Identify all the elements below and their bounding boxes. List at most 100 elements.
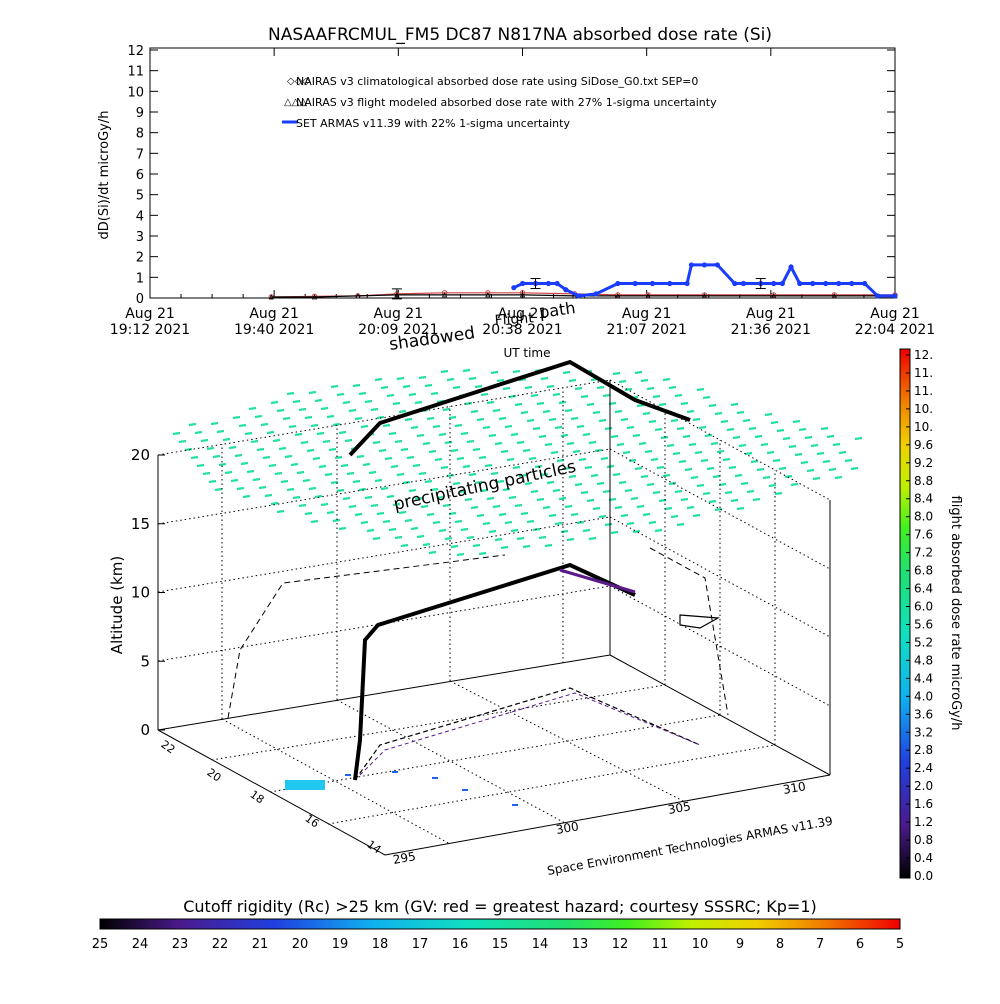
particle-mark	[432, 424, 441, 429]
particle-mark	[456, 552, 465, 557]
particle-mark	[708, 403, 717, 408]
particle-mark	[700, 458, 709, 463]
particle-mark	[394, 439, 403, 444]
particle-mark	[486, 496, 495, 501]
particle-mark	[352, 383, 361, 388]
particle-mark	[618, 480, 627, 485]
particle-mark	[804, 435, 813, 440]
particle-mark	[266, 430, 275, 435]
particle-mark	[230, 478, 239, 483]
flight-path-shadow-2	[359, 692, 701, 776]
flight-path-projection	[227, 554, 506, 719]
particle-mark	[626, 425, 635, 430]
particle-mark	[630, 496, 639, 501]
particle-mark	[542, 409, 551, 414]
particle-mark	[494, 537, 503, 542]
particle-mark	[444, 536, 453, 541]
particle-mark	[314, 398, 323, 403]
particle-mark	[462, 464, 471, 469]
particle-mark	[586, 402, 595, 407]
particle-mark	[408, 488, 417, 493]
particle-mark	[736, 410, 745, 415]
particle-mark	[562, 370, 571, 375]
series-point-armas	[849, 280, 855, 287]
cbb-tick-label: 24	[132, 937, 149, 952]
particle-mark	[520, 511, 529, 516]
particle-mark	[270, 400, 279, 405]
particle-mark	[354, 512, 363, 517]
particle-mark	[450, 448, 459, 453]
particle-mark	[366, 528, 375, 533]
particle-mark	[618, 379, 627, 384]
particle-mark	[834, 475, 843, 480]
particle-mark	[422, 441, 431, 446]
cbb-tick-label: 17	[412, 937, 429, 952]
particle-mark	[648, 520, 657, 525]
particle-mark	[424, 479, 433, 484]
particle-mark	[676, 522, 685, 527]
particle-mark	[820, 426, 829, 431]
particle-mark	[206, 446, 215, 451]
particle-mark	[362, 462, 371, 467]
series-point-sidose	[831, 292, 838, 298]
cbr-tick-label: 9.2	[914, 456, 933, 470]
particle-mark	[320, 502, 329, 507]
particle-mark	[240, 461, 249, 466]
colorbar-right-label: flight absorbed dose rate microGy/h	[948, 496, 963, 731]
particle-mark	[626, 521, 635, 526]
cbr-tick-label: 1.2	[914, 815, 933, 829]
particle-mark	[678, 459, 687, 464]
particle-mark	[568, 474, 577, 479]
cbb-tick-label: 20	[292, 937, 309, 952]
particle-mark	[828, 467, 837, 472]
series-point-armas	[823, 280, 829, 287]
particle-mark	[490, 370, 499, 375]
colorbar-bottom-ticks: 25 24 23 22 21 20 19 18 17 16 15 14 13 12 11 10 9 8 7 6 5	[92, 937, 904, 952]
particle-mark	[494, 441, 503, 446]
particle-mark	[516, 440, 525, 445]
legend-text-sidose: NAIRAS v3 climatological absorbed dose r…	[296, 75, 698, 88]
particle-mark	[724, 490, 733, 495]
flight-path-projection-right	[649, 547, 729, 716]
particle-mark	[252, 477, 261, 482]
particle-mark	[754, 434, 763, 439]
particle-mark	[520, 410, 529, 415]
particle-mark	[542, 505, 551, 510]
y-tick-label: 3	[136, 230, 144, 245]
particle-mark	[592, 506, 601, 511]
particle-mark	[604, 522, 613, 527]
particle-mark	[464, 497, 473, 502]
particle-mark	[326, 510, 335, 515]
particle-mark	[250, 439, 259, 444]
particle-mark	[516, 536, 525, 541]
cbb-tick-label: 22	[212, 937, 229, 952]
particle-mark	[404, 518, 413, 523]
particle-mark	[214, 487, 223, 492]
particle-mark	[330, 384, 339, 389]
particle-mark	[414, 496, 423, 501]
particle-mark	[238, 423, 247, 428]
particle-mark	[696, 483, 705, 488]
particle-mark	[596, 385, 605, 390]
particle-mark	[296, 470, 305, 475]
plot3d-credit: Space Environment Technologies ARMAS v11…	[546, 814, 834, 878]
series-point-armas	[810, 280, 816, 287]
particle-mark	[822, 459, 831, 464]
particle-mark	[216, 429, 225, 434]
y3-tick-label: 22	[159, 738, 178, 757]
particle-mark	[402, 480, 411, 485]
particle-mark	[532, 426, 541, 431]
cbb-tick-label: 12	[612, 937, 629, 952]
particle-mark	[376, 511, 385, 516]
particle-mark	[578, 457, 587, 462]
plot3d-gridlines	[157, 379, 831, 845]
cbr-tick-label: 3.2	[914, 725, 933, 739]
particle-mark	[810, 443, 819, 448]
particle-mark	[616, 442, 625, 447]
series-point-sidose	[771, 292, 777, 298]
particle-mark	[286, 391, 295, 396]
particle-mark	[764, 412, 773, 417]
particle-mark	[674, 393, 683, 398]
particle-mark	[652, 490, 661, 495]
